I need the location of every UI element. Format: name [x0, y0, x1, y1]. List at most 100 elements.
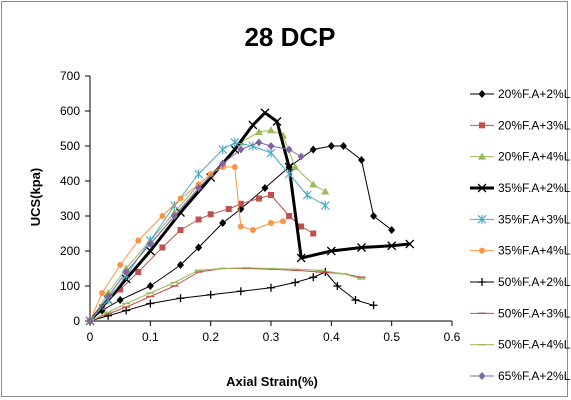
y-tick-label: 600	[60, 104, 80, 118]
data-point	[99, 290, 106, 296]
data-point	[405, 239, 415, 249]
legend-item: 50%F.A+4%L	[470, 338, 571, 352]
data-point	[146, 240, 154, 248]
series-9	[86, 138, 305, 325]
data-point	[195, 216, 202, 223]
series-3	[85, 108, 415, 326]
series-line	[89, 194, 314, 322]
series-5	[87, 164, 287, 324]
data-point	[291, 163, 300, 170]
data-point	[237, 200, 244, 207]
data-point	[280, 218, 287, 225]
legend-item: 20%F.A+4%L	[470, 150, 571, 164]
series-line	[89, 129, 326, 322]
series-4	[85, 138, 330, 326]
data-point	[116, 296, 124, 304]
legend-item: 65%F.A+2%L	[470, 369, 571, 383]
data-point	[237, 223, 244, 230]
data-point	[309, 180, 318, 188]
data-point	[177, 261, 184, 269]
data-point	[231, 164, 238, 170]
data-point	[207, 211, 214, 218]
legend-item: 50%F.A+3%L	[470, 306, 571, 320]
chart-title: 28 DCP	[244, 22, 335, 52]
data-point	[195, 243, 203, 252]
legend-label: 35%F.A+2%L	[498, 181, 571, 195]
data-point	[296, 253, 306, 263]
x-tick-label: 0.5	[383, 330, 400, 344]
data-point	[237, 145, 245, 154]
data-point	[298, 223, 305, 230]
series-line	[89, 271, 374, 322]
y-tick-label: 400	[60, 174, 80, 188]
data-point	[159, 213, 166, 219]
data-point	[225, 206, 232, 212]
legend-item: 35%F.A+4%L	[470, 244, 571, 258]
x-axis-label: Axial Strain(%)	[226, 374, 318, 389]
legend-marker	[477, 183, 487, 193]
data-point	[176, 208, 185, 217]
data-point	[321, 187, 330, 195]
data-point	[146, 299, 155, 308]
series-line	[89, 145, 393, 322]
data-point	[327, 142, 335, 150]
data-point	[297, 152, 305, 161]
legend-marker	[479, 122, 485, 129]
x-tick-label: 0.4	[323, 330, 340, 344]
data-point	[170, 201, 179, 210]
data-point	[194, 169, 204, 179]
data-point	[339, 142, 347, 150]
series-8	[86, 267, 366, 322]
legend: 20%F.A+2%L 20%F.A+3%L 20%F.A+4%L 35%F.A+2%L…	[470, 87, 571, 383]
data-point	[351, 296, 360, 304]
data-point	[369, 301, 378, 310]
data-point	[326, 246, 336, 256]
data-point	[195, 184, 203, 192]
data-point	[117, 262, 124, 268]
data-point	[284, 162, 294, 172]
data-point	[86, 317, 94, 325]
data-point	[310, 230, 317, 237]
series-0	[86, 142, 396, 325]
legend-label: 65%F.A+2%L	[498, 369, 571, 383]
x-tick-label: 0.3	[263, 330, 280, 344]
legend-label: 50%F.A+2%L	[498, 275, 571, 289]
data-point	[284, 169, 294, 179]
data-point	[236, 287, 245, 296]
data-point	[207, 171, 214, 177]
data-point	[146, 282, 154, 290]
data-point	[268, 220, 274, 226]
data-point	[218, 145, 228, 154]
legend-label: 50%F.A+3%L	[498, 306, 571, 320]
legend-marker	[478, 90, 486, 98]
y-tick-label: 300	[60, 209, 80, 223]
data-point	[159, 244, 166, 251]
data-point	[260, 108, 270, 118]
legend-marker	[478, 152, 486, 160]
data-point	[122, 268, 130, 276]
legend-label: 20%F.A+4%L	[498, 150, 571, 164]
data-point	[358, 156, 365, 164]
legend-label: 50%F.A+4%L	[498, 338, 571, 352]
data-point	[219, 159, 227, 168]
data-point	[219, 219, 227, 227]
data-point	[272, 117, 282, 126]
plot-area: 0 100 200 300 400 500 600 700 0 0.1 0.2 0.3 0.4 0.5 0.…	[60, 69, 461, 344]
data-point	[177, 227, 184, 233]
data-point	[122, 306, 131, 315]
data-point	[261, 184, 269, 192]
series-1	[87, 192, 317, 324]
legend-item: 35%F.A+2%L	[470, 181, 571, 195]
data-point	[285, 145, 293, 154]
y-tick-label: 500	[60, 139, 80, 153]
legend-item: 20%F.A+3%L	[470, 118, 571, 132]
data-point	[357, 243, 366, 252]
legend-marker	[478, 278, 486, 286]
series-line	[89, 142, 302, 322]
data-point	[249, 227, 256, 233]
x-tick-label: 0.6	[444, 330, 461, 344]
data-point	[117, 286, 124, 293]
